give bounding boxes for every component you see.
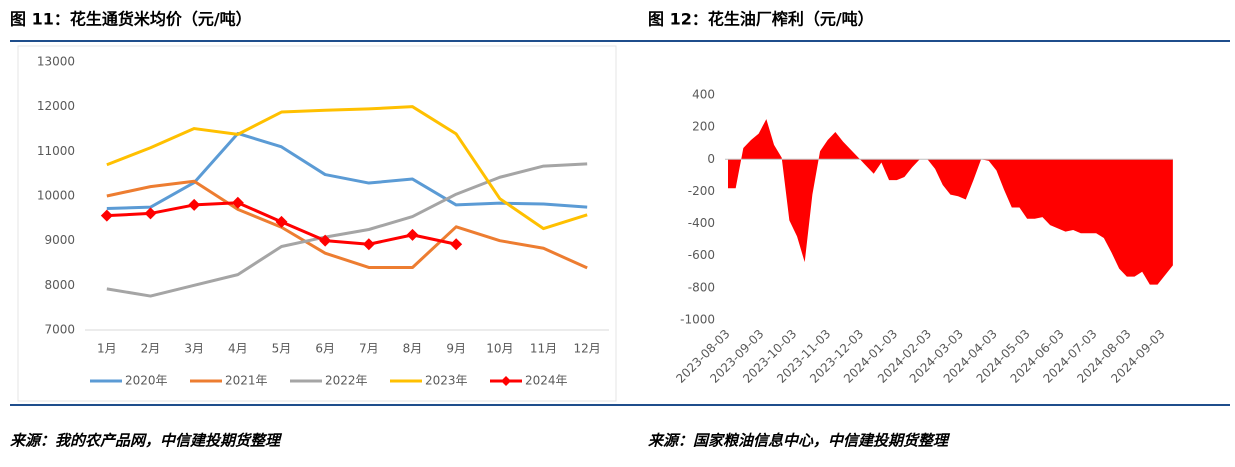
x-tick-label: 8月: [403, 342, 423, 356]
legend-label: 2024年: [525, 374, 568, 388]
y-tick-label: 8000: [44, 278, 75, 292]
y-tick-label: 13000: [37, 55, 75, 69]
legend-label: 2022年: [325, 374, 368, 388]
y-tick-label: -400: [688, 216, 715, 230]
series-line: [106, 105, 588, 231]
x-tick-label: 3月: [184, 342, 204, 356]
point-marker: [275, 215, 288, 228]
chart-title: 图 12：花生油厂榨利（元/吨）: [648, 10, 874, 29]
x-tick-label: 12月: [574, 342, 601, 356]
y-tick-label: -1000: [680, 313, 715, 327]
y-tick-label: -200: [688, 184, 715, 198]
series-line: [106, 131, 588, 211]
header-rule: [10, 40, 1230, 42]
legend-label: 2020年: [125, 374, 168, 388]
y-tick-label: 7000: [44, 323, 75, 337]
point-marker: [231, 196, 244, 209]
y-tick-label: 400: [692, 88, 715, 102]
point-marker: [319, 234, 332, 247]
x-tick-label: 1月: [97, 342, 117, 356]
x-tick-label: 11月: [530, 342, 557, 356]
point-marker: [188, 198, 201, 211]
legend-label: 2021年: [225, 374, 268, 388]
x-tick-label: 4月: [228, 342, 248, 356]
y-tick-label: 200: [692, 120, 715, 134]
y-tick-label: 0: [707, 152, 715, 166]
series-line: [106, 179, 588, 270]
area: [728, 119, 1173, 285]
source: 来源：国家粮油信息中心，中信建投期货整理: [648, 432, 951, 450]
point-marker: [406, 228, 419, 241]
point-marker: [450, 238, 463, 251]
source: 来源：我的农产品网，中信建投期货整理: [10, 432, 283, 450]
y-tick-label: 9000: [44, 233, 75, 247]
point-marker: [144, 207, 157, 220]
point-marker: [362, 238, 375, 251]
legend-marker: [501, 376, 511, 386]
legend-label: 2023年: [425, 374, 468, 388]
chart-border: [17, 45, 617, 402]
footer-rule: [10, 404, 1230, 406]
y-tick-label: -800: [688, 280, 715, 294]
y-tick-label: -600: [688, 248, 715, 262]
y-tick-label: 10000: [37, 189, 75, 203]
x-tick-label: 9月: [446, 342, 466, 356]
series-line: [106, 162, 588, 298]
point-marker: [100, 209, 113, 222]
x-tick-label: 7月: [359, 342, 379, 356]
y-tick-label: 11000: [37, 144, 75, 158]
y-tick-label: 12000: [37, 99, 75, 113]
x-tick-label: 2月: [141, 342, 161, 356]
x-tick-label: 6月: [315, 342, 335, 356]
x-tick-label: 10月: [486, 342, 513, 356]
x-tick-label: 5月: [272, 342, 292, 356]
chart-title: 图 11：花生通货米均价（元/吨）: [10, 10, 252, 29]
